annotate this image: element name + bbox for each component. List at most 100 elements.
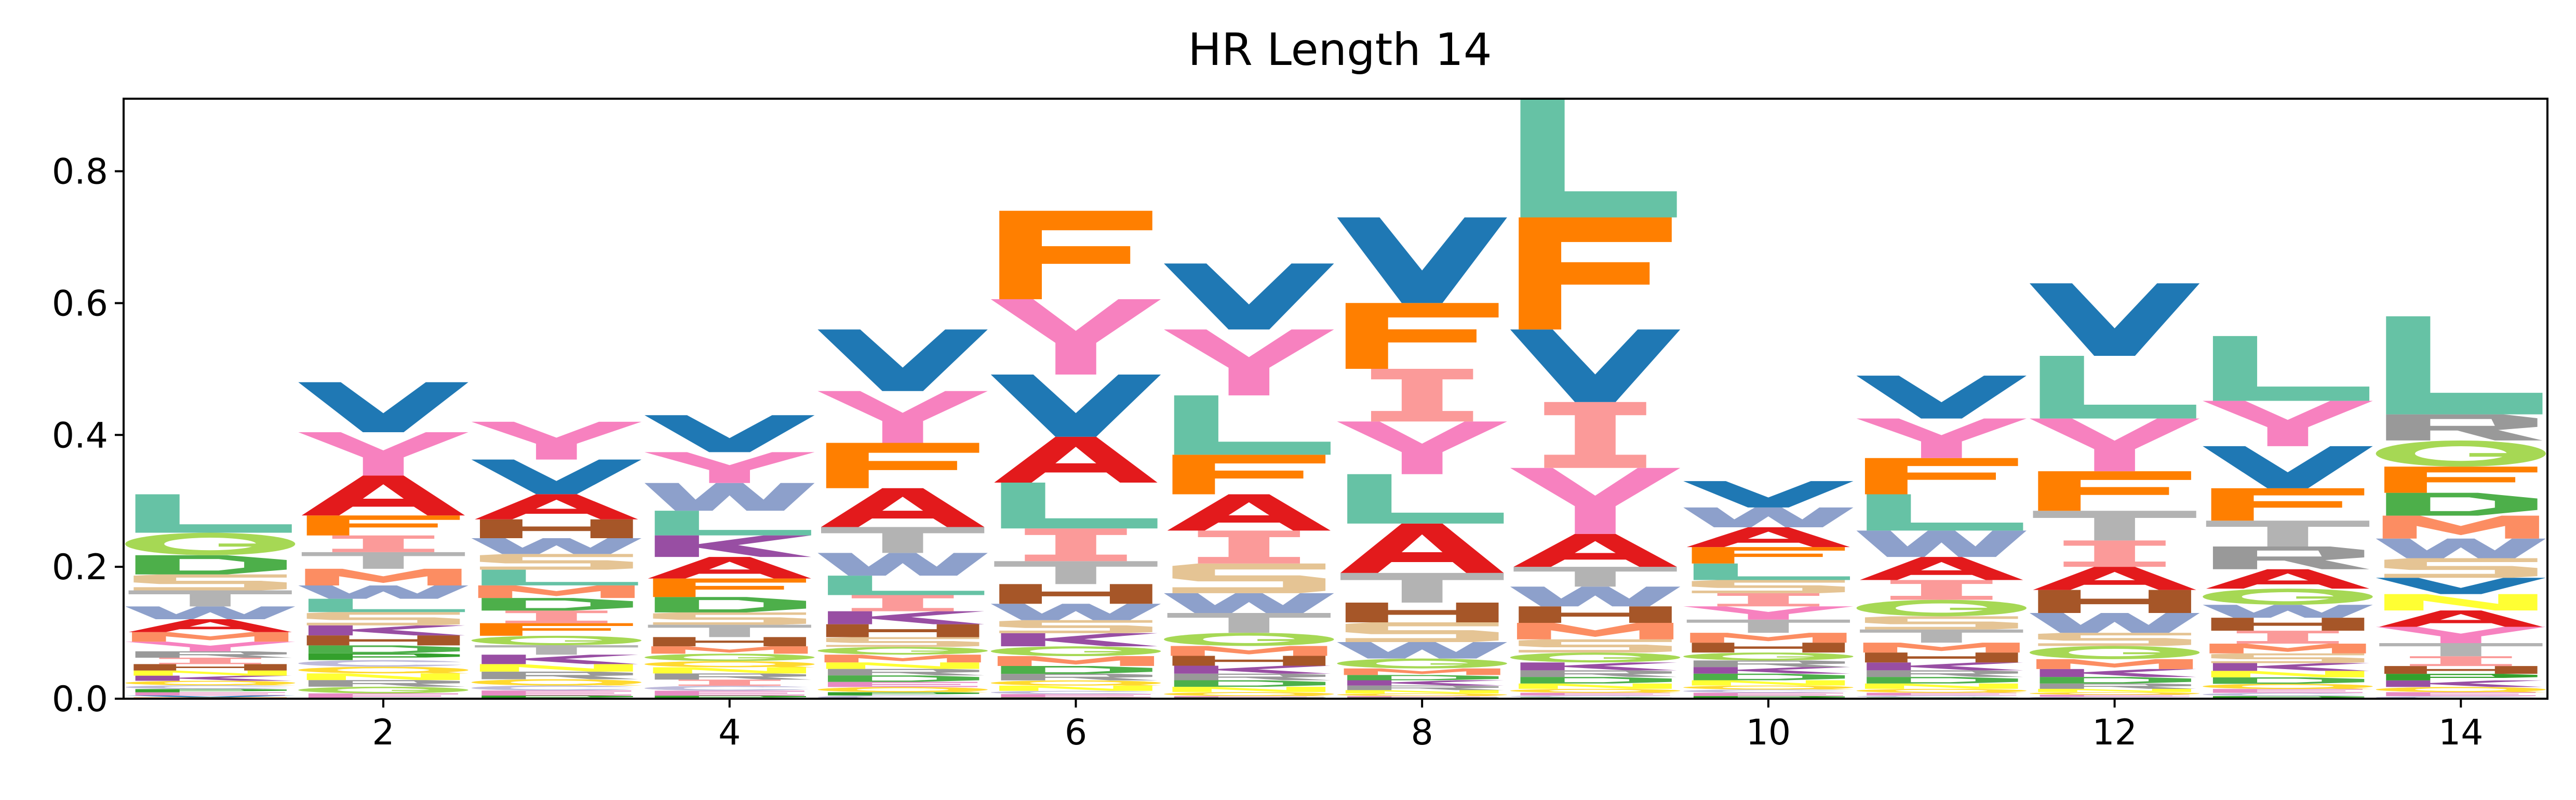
logo-letter-L-pos-11 [1867,494,2023,531]
logo-letter-M-pos-7 [1171,646,1327,656]
logo-letter-V-pos-1 [125,695,296,698]
logo-letter-N-pos-12 [2038,688,2191,692]
logo-letter-Q-pos-3 [471,679,642,686]
logo-letter-R-pos-10 [1693,660,1850,668]
logo-letter-H-pos-11 [1864,652,2018,663]
logo-letter-Q-pos-6 [990,680,1161,686]
logo-letter-N-pos-1 [133,670,287,676]
logo-letter-M-pos-12 [2036,659,2193,669]
logo-letter-W-pos-3 [471,538,642,554]
logo-letter-A-pos-1 [128,619,292,632]
logo-letter-A-pos-12 [2033,567,2196,590]
x-tick-label: 10 [1746,712,1791,753]
logo-letter-G-pos-11 [1856,599,2027,617]
logo-letter-F-pos-7 [1172,455,1326,495]
logo-letter-G-pos-2 [298,686,468,694]
logo-letter-S-pos-4 [653,612,807,625]
logo-letter-N-pos-6 [999,685,1152,691]
logo-letter-L-pos-14 [2386,316,2543,415]
logo-letter-G-pos-1 [125,532,296,555]
logo-letter-I-pos-14 [2410,656,2512,666]
logo-letter-T-pos-4 [648,624,811,637]
logo-letter-M-pos-6 [997,656,1155,666]
logo-letter-F-pos-14 [2384,466,2538,493]
logo-letter-F-pos-11 [1864,458,2018,495]
logo-letter-T-pos-2 [301,552,465,569]
logo-letter-V-pos-13 [2203,446,2373,488]
logo-letter-M-pos-4 [651,646,808,654]
logo-letter-V-pos-2 [298,382,468,432]
logo-letter-N-pos-5 [826,662,980,669]
logo-letter-Q-pos-8 [1337,693,1507,696]
logo-letter-F-pos-6 [999,210,1152,299]
logo-letter-E-pos-14 [2386,692,2536,696]
logo-letter-K-pos-9 [1520,662,1677,671]
axes: HR Length 14 2 4 6 8 10 12 14 0.0 0.2 0.4 0.6 0.8 [0,0,2576,753]
x-tick-label: 8 [1411,712,1433,753]
logo-letter-R-pos-11 [1867,670,2023,677]
logo-letter-F-pos-5 [826,443,980,488]
logo-letter-F-pos-4 [653,578,807,597]
logo-letter-N-pos-7 [1172,687,1326,692]
logo-letter-D-pos-9 [1520,677,1672,684]
logo-letter-E-pos-5 [828,682,978,687]
logo-letter-W-pos-12 [2029,613,2200,633]
logo-letter-Y-pos-13 [2203,401,2373,446]
logo-letter-T-pos-10 [1686,619,1850,633]
logo-letter-F-pos-9 [1519,217,1672,330]
logo-letter-V-pos-12 [2029,283,2200,356]
logo-letter-I-pos-13 [2236,631,2339,644]
logo-letter-H-pos-4 [653,637,807,647]
logo-letter-G-pos-7 [1164,633,1334,646]
logo-letter-W-pos-2 [298,585,468,599]
top-margin [0,0,2576,99]
logo-letter-Y-pos-4 [645,452,815,483]
logo-letter-P-pos-5 [828,692,980,696]
logo-letter-N-pos-10 [1692,680,1845,686]
logo-letter-C-pos-2 [298,660,470,667]
logo-letter-K-pos-14 [2386,680,2543,687]
logo-letter-H-pos-9 [1519,606,1672,623]
logo-letter-I-pos-10 [1717,593,1820,607]
logo-letter-Y-pos-2 [298,432,468,476]
logo-letter-R-pos-8 [1347,685,1504,690]
logo-letter-L-pos-4 [654,511,811,536]
logo-letter-Q-pos-7 [1164,692,1334,696]
logo-letter-T-pos-9 [1513,567,1677,587]
logo-letter-P-pos-14 [2386,674,2538,681]
logo-letter-I-pos-8 [1371,368,1473,422]
logo-letter-Q-pos-1 [125,681,296,686]
logo-letter-D-pos-4 [654,597,807,612]
logo-letter-S-pos-1 [133,574,287,591]
logo-stacks [125,99,2548,699]
logo-letter-T-pos-11 [1860,629,2023,643]
logo-letter-N-pos-4 [653,667,807,674]
logo-letter-D-pos-2 [308,645,460,654]
logo-letter-E-pos-2 [308,693,459,699]
logo-letter-G-pos-6 [990,646,1161,657]
logo-letter-D-pos-12 [2040,677,2191,684]
logo-letter-M-pos-11 [1863,643,2020,653]
logo-letter-K-pos-3 [481,655,638,664]
logo-letter-E-pos-9 [1520,692,1670,696]
logo-letter-T-pos-7 [1167,613,1331,633]
logo-letter-Q-pos-9 [1510,688,1681,693]
logo-letter-L-pos-9 [1520,99,1677,218]
logo-letter-Q-pos-12 [2029,692,2200,695]
logo-letter-I-pos-9 [1544,402,1646,468]
logo-letter-V-pos-9 [1510,329,1681,402]
logo-stack-6 [990,210,1163,699]
logo-letter-W-pos-11 [1856,530,2027,557]
logo-letter-V-pos-11 [1856,376,2027,419]
logo-letter-R-pos-5 [828,669,985,676]
logo-letter-W-pos-6 [990,604,1161,620]
logo-letter-K-pos-5 [828,611,985,624]
logo-letter-D-pos-1 [135,555,287,575]
logo-letter-K-pos-13 [2212,663,2370,671]
logo-letter-D-pos-6 [1001,665,1152,674]
logo-letter-A-pos-5 [821,488,985,527]
logo-letter-C-pos-1 [125,685,297,689]
logo-letter-C-pos-4 [645,686,816,691]
logo-letter-W-pos-9 [1510,586,1681,607]
x-tick-label: 14 [2438,712,2484,753]
